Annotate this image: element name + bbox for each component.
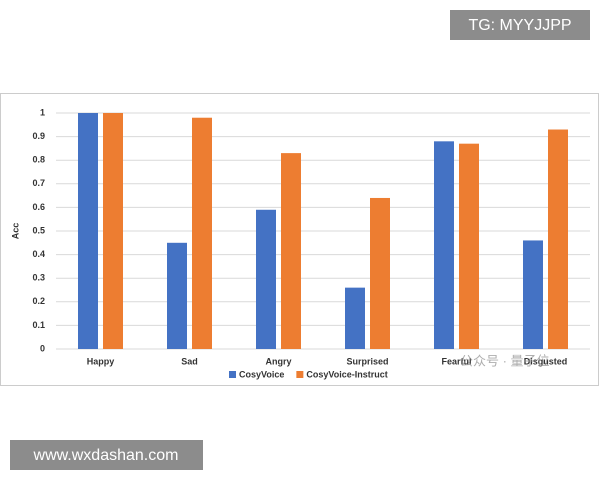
bar bbox=[78, 113, 98, 349]
y-tick-label: 0.6 bbox=[32, 202, 45, 212]
y-axis-label: Acc bbox=[10, 223, 20, 240]
legend-swatch bbox=[296, 371, 304, 378]
legend-label: CosyVoice bbox=[239, 369, 284, 379]
legend-label: CosyVoice-Instruct bbox=[306, 369, 387, 379]
bar bbox=[281, 153, 301, 349]
bar bbox=[548, 129, 568, 349]
x-tick-label: Happy bbox=[87, 356, 115, 366]
bar bbox=[459, 143, 479, 349]
bar bbox=[370, 197, 390, 349]
y-tick-label: 0.3 bbox=[32, 273, 45, 283]
y-tick-label: 0.2 bbox=[32, 296, 45, 306]
legend-swatch bbox=[229, 371, 236, 378]
bar bbox=[167, 242, 187, 349]
y-tick-label: 0.9 bbox=[32, 131, 45, 141]
x-tick-label: Angry bbox=[265, 356, 291, 366]
bar bbox=[434, 141, 454, 349]
tg-text: TG: MYYJJPP bbox=[468, 17, 571, 34]
site-text: www.wxdashan.com bbox=[33, 447, 179, 464]
bar bbox=[192, 117, 212, 349]
bar bbox=[103, 113, 123, 349]
x-tick-label: Disgusted bbox=[524, 356, 568, 366]
y-tick-label: 0.4 bbox=[32, 249, 45, 259]
x-tick-label: Fearful bbox=[441, 356, 471, 366]
y-tick-label: 0.1 bbox=[32, 320, 45, 330]
site-badge bbox=[10, 440, 203, 470]
watermark: 公众号 · 量子位 bbox=[460, 353, 550, 368]
y-tick-label: 1 bbox=[40, 107, 45, 117]
y-tick-label: 0.5 bbox=[32, 225, 45, 235]
bar bbox=[345, 287, 365, 349]
bar bbox=[523, 240, 543, 349]
tg-badge bbox=[450, 10, 590, 40]
y-tick-label: 0.8 bbox=[32, 155, 45, 165]
y-tick-label: 0 bbox=[40, 343, 45, 353]
x-tick-label: Sad bbox=[181, 356, 198, 366]
x-tick-label: Surprised bbox=[346, 356, 388, 366]
bar bbox=[256, 209, 276, 349]
y-tick-label: 0.7 bbox=[32, 178, 45, 188]
